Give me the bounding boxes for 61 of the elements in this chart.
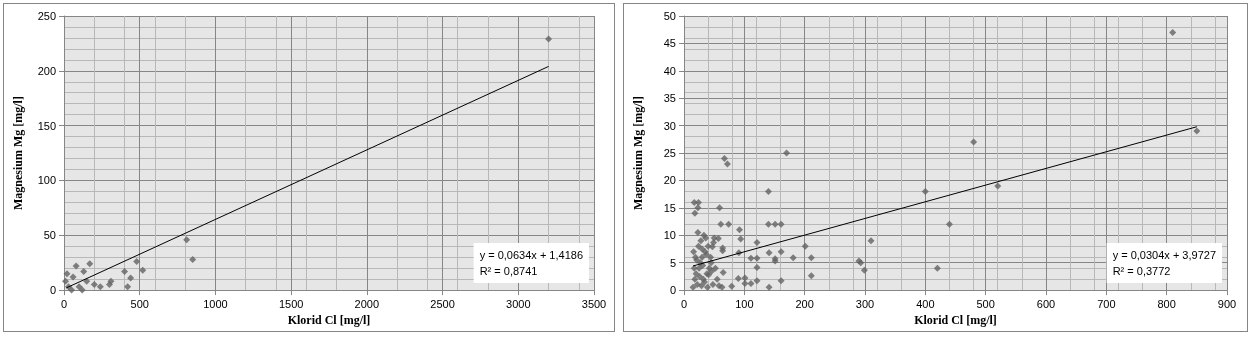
x-tick-label: 3500 xyxy=(581,297,607,310)
y-tick-label: 50 xyxy=(663,10,676,22)
point xyxy=(189,255,197,263)
x-tick-label: 1500 xyxy=(278,297,304,310)
y-tick-label: 35 xyxy=(663,92,676,105)
point xyxy=(69,273,77,281)
point xyxy=(139,266,147,274)
point xyxy=(96,283,104,291)
point xyxy=(86,260,94,268)
x-tick-label: 500 xyxy=(976,297,995,310)
x-tick-label: 900 xyxy=(1217,297,1237,310)
y-tick-label: 25 xyxy=(663,147,676,160)
y-tick-label: 45 xyxy=(663,37,676,50)
y-tick-label: 250 xyxy=(37,10,56,22)
point xyxy=(127,274,135,282)
x-tick-label: 600 xyxy=(1036,297,1056,310)
point xyxy=(545,35,553,43)
y-tick-label: 200 xyxy=(37,64,56,77)
point xyxy=(62,277,70,285)
point xyxy=(83,277,91,285)
x-tick-label: 300 xyxy=(855,297,875,310)
point xyxy=(90,281,98,289)
annotation: y = 0,0634x + 1,4186 xyxy=(479,249,584,261)
y-axis-title: Magnesium Mg [mg/l] xyxy=(631,96,645,211)
point xyxy=(107,277,115,285)
x-tick-label: 400 xyxy=(916,297,935,310)
x-tick-label: 2500 xyxy=(430,297,455,310)
y-tick-label: 30 xyxy=(663,119,676,132)
x-tick-label: 0 xyxy=(680,297,688,310)
x-tick-label: 200 xyxy=(795,297,814,310)
y-tick-label: 20 xyxy=(663,174,676,187)
y-tick-label: 15 xyxy=(663,201,676,214)
x-tick-label: 500 xyxy=(130,297,149,310)
point xyxy=(124,283,132,291)
y-tick-label: 0 xyxy=(669,284,676,297)
point xyxy=(133,258,141,266)
x-tick-label: 3000 xyxy=(506,297,531,310)
annotation: y = 0,0304x + 3,9727 xyxy=(1112,249,1217,261)
y-tick-label: 50 xyxy=(43,229,56,242)
y-tick-label: 150 xyxy=(37,119,56,132)
y-axis-title: Magnesium Mg [mg/l] xyxy=(11,96,25,211)
y-tick-label: 0 xyxy=(49,284,56,297)
point xyxy=(72,262,80,270)
point xyxy=(121,267,129,275)
annotation: R² = 0,8741 xyxy=(479,265,538,277)
point xyxy=(80,267,88,275)
y-tick-label: 100 xyxy=(37,174,56,187)
x-tick-label: 700 xyxy=(1097,297,1116,310)
point xyxy=(183,236,191,244)
x-tick-label: 0 xyxy=(60,297,68,310)
y-tick-label: 5 xyxy=(669,256,676,269)
x-axis-title: Klorid Cl [mg/l] xyxy=(287,313,371,327)
x-tick-label: 800 xyxy=(1157,297,1176,310)
x-tick-label: 2000 xyxy=(354,297,380,310)
y-tick-label: 40 xyxy=(663,64,676,77)
y-tick-label: 10 xyxy=(663,229,676,242)
x-tick-label: 1000 xyxy=(203,297,228,310)
annotation: R² = 0,3772 xyxy=(1112,265,1171,277)
point xyxy=(63,270,71,278)
x-tick-label: 100 xyxy=(735,297,754,310)
x-axis-title: Klorid Cl [mg/l] xyxy=(914,313,997,327)
